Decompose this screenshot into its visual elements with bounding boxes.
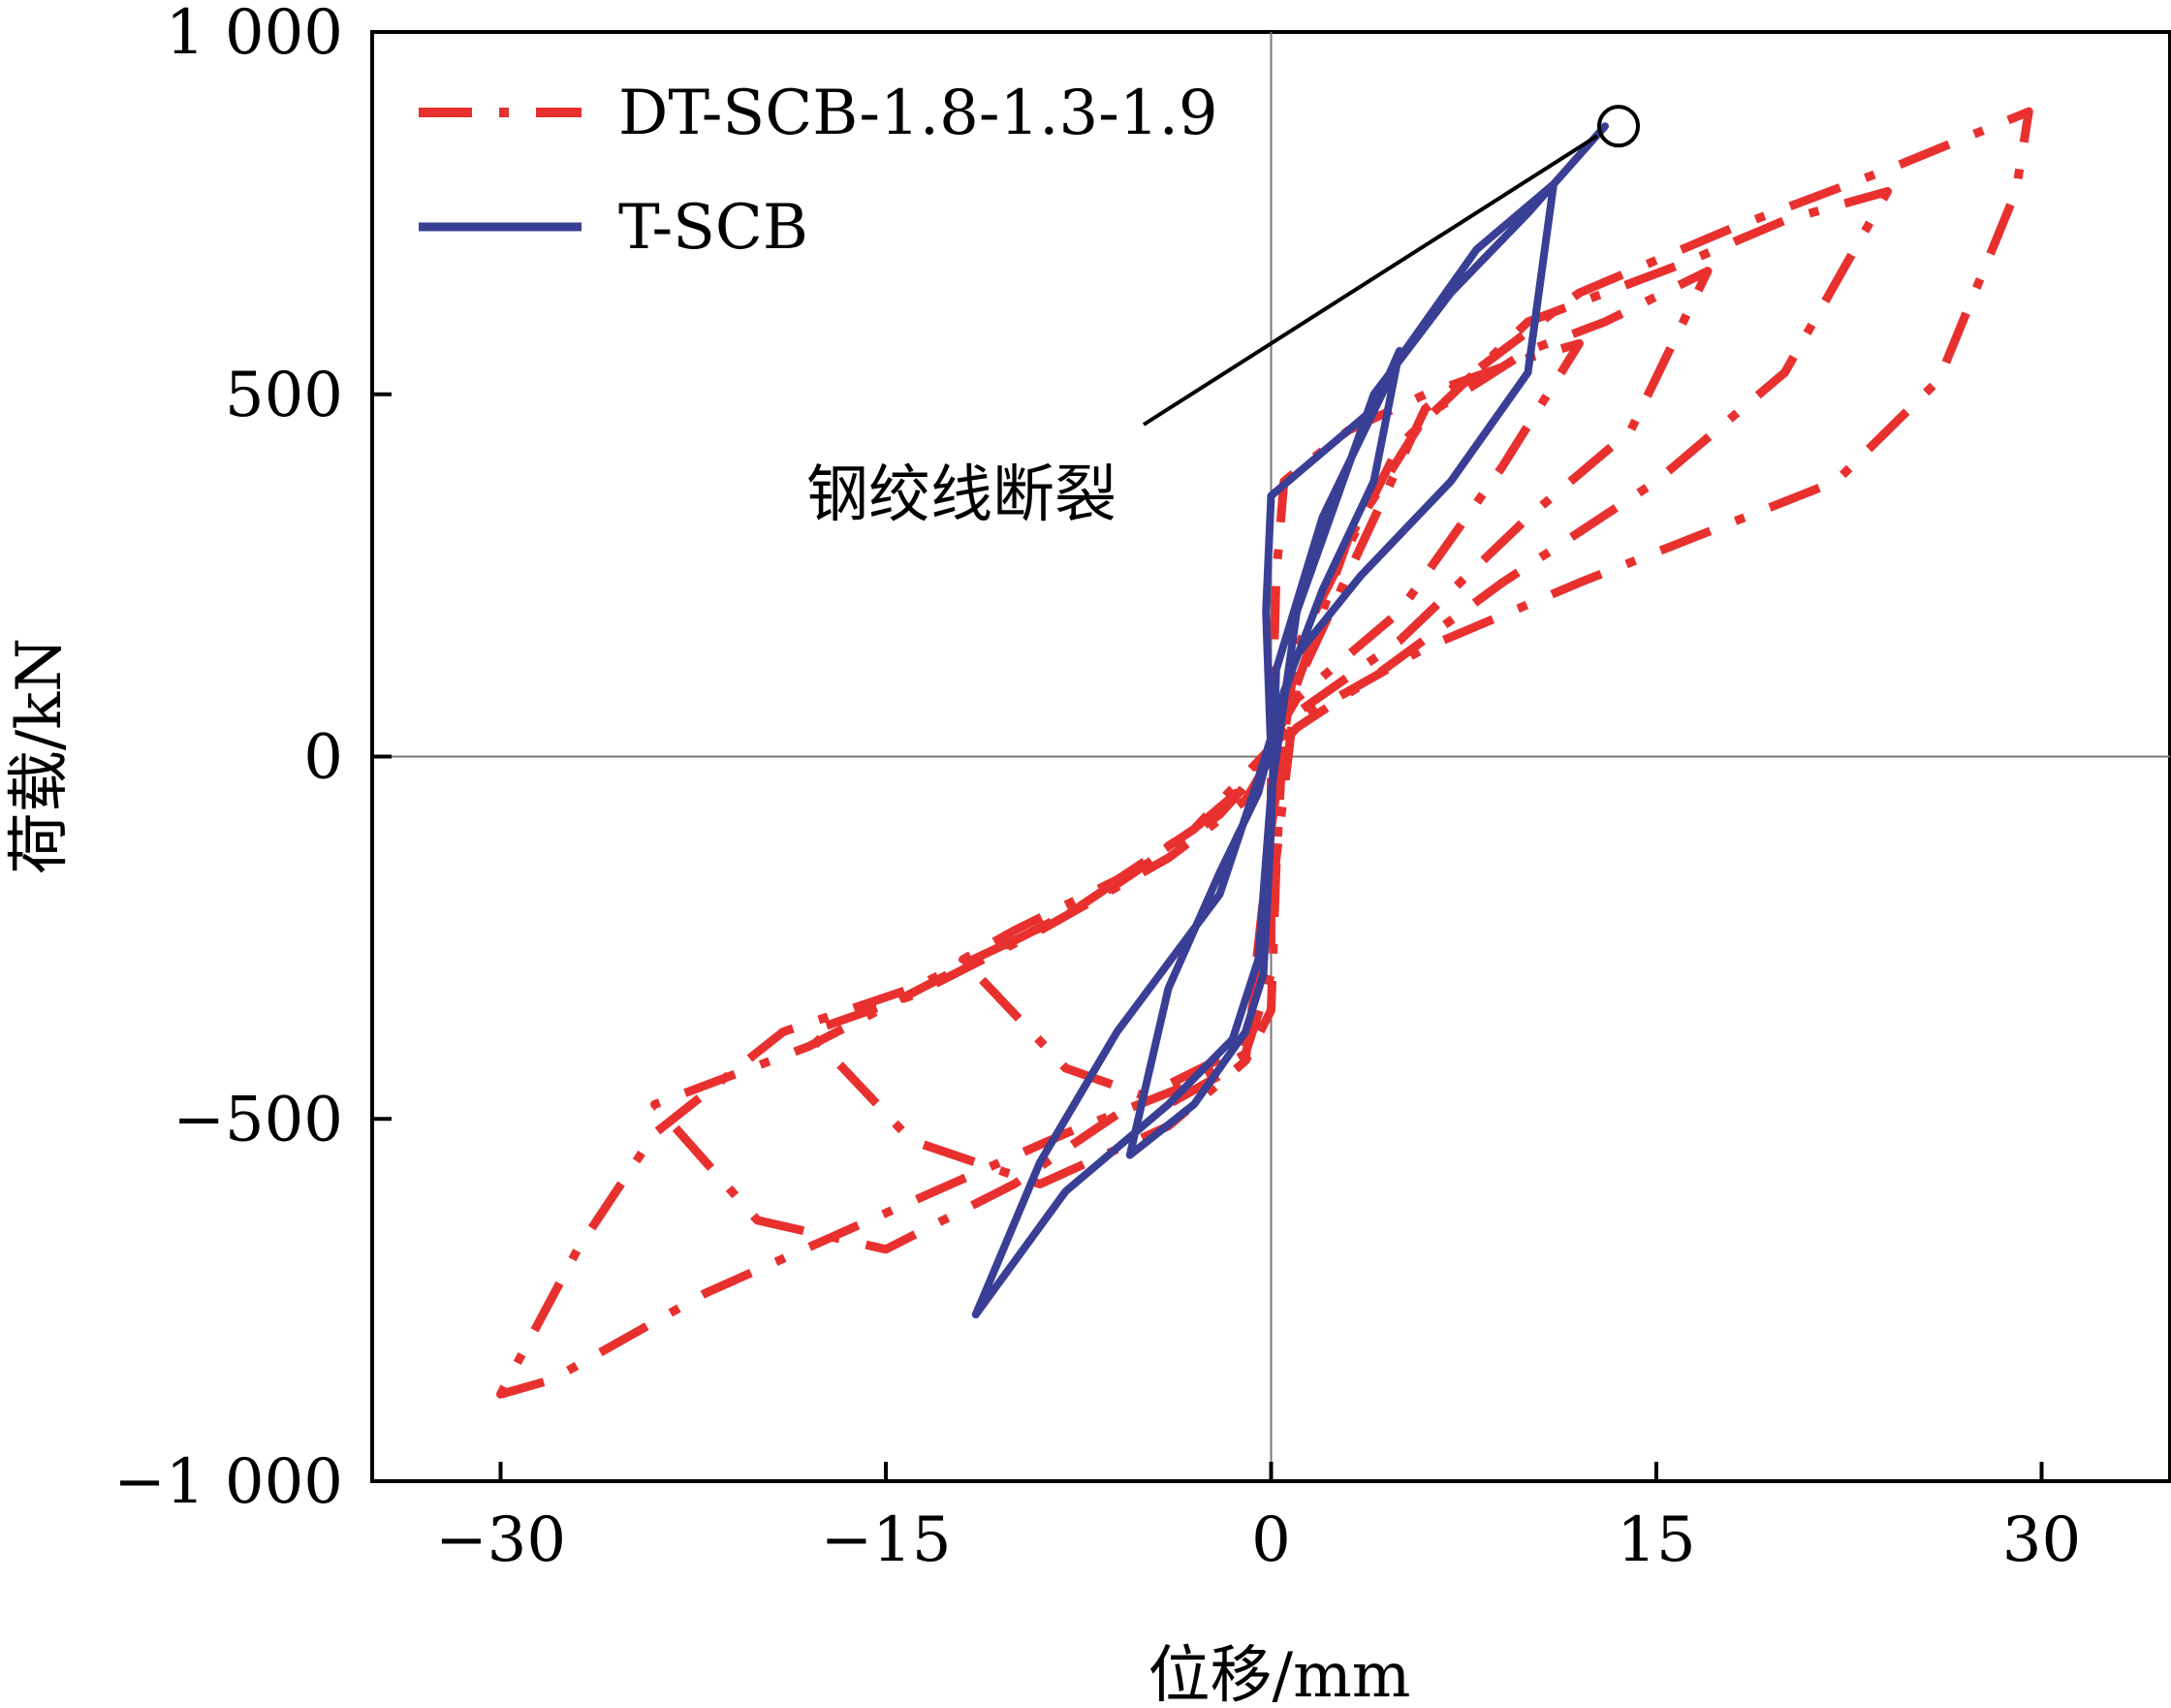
legend-label-dt-scb: DT-SCB-1.8-1.3-1.9 xyxy=(618,78,1218,149)
y-tick-label: −500 xyxy=(173,1084,343,1155)
y-axis-title: 荷载/kN xyxy=(4,638,76,874)
y-tick-label: 1 000 xyxy=(166,0,343,69)
axis-ticks xyxy=(372,30,2044,1483)
x-tick-label: 15 xyxy=(1617,1504,1695,1576)
x-tick-label: −30 xyxy=(435,1504,566,1576)
legend-label-t-scb: T-SCB xyxy=(618,192,808,264)
x-axis-title: 位移/mm xyxy=(1148,1640,1411,1708)
y-tick-label: 500 xyxy=(225,360,343,431)
annotation-leader-line xyxy=(1142,134,1599,427)
series-line-t-scb xyxy=(971,122,1609,1319)
x-tick-label: −15 xyxy=(820,1504,951,1576)
series-layer xyxy=(496,107,2033,1399)
x-tick-label: 0 xyxy=(1251,1504,1291,1576)
x-tick-label: 30 xyxy=(2002,1504,2081,1576)
axis-tick-labels: −30 −15 0 15 30 −1 000 −500 0 500 1 000 xyxy=(113,0,2081,1576)
y-tick-label: 0 xyxy=(303,722,343,794)
fracture-marker xyxy=(1597,105,1640,148)
annotation-text: 钢绞线断裂 xyxy=(806,459,1117,531)
legend: DT-SCB-1.8-1.3-1.9 T-SCB xyxy=(419,78,1218,264)
y-tick-label: −1 000 xyxy=(113,1446,343,1518)
annotation-layer: 钢绞线断裂 xyxy=(806,105,1640,531)
